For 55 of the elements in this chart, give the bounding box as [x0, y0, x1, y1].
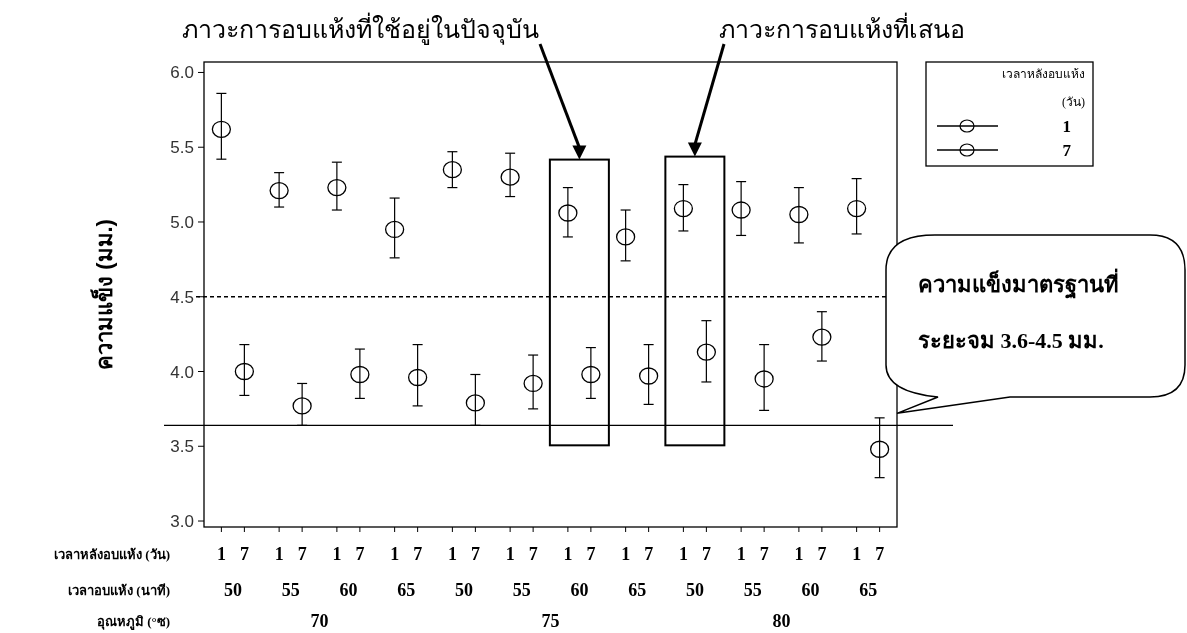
text: 1	[1062, 117, 1071, 136]
x-tick-label: 1	[505, 544, 515, 564]
x-tick-label: 7	[586, 544, 596, 564]
text: 50	[223, 580, 242, 600]
legend-title: เวลาหลังอบแห้ง (วัน)	[1002, 67, 1085, 109]
x-tick-label: 7	[701, 544, 711, 564]
text: อุณหภูมิ (°ซ)	[96, 614, 170, 630]
x-tick-label: 7	[239, 544, 249, 564]
text: 55	[743, 580, 762, 600]
x-tick-label: 1	[794, 544, 804, 564]
text: 55	[281, 580, 300, 600]
x-tick-label: 1	[216, 544, 226, 564]
x-tick-label: 1	[621, 544, 631, 564]
text: 80	[772, 611, 791, 631]
text: 65	[859, 580, 878, 600]
y-tick-label: 5.5	[170, 138, 194, 158]
x-tick-label: 7	[355, 544, 365, 564]
text: 60	[339, 580, 358, 600]
text: 60	[801, 580, 820, 600]
x-tick-label: 1	[274, 544, 284, 564]
text: 60	[570, 580, 589, 600]
text: ภาวะการอบแห้งที่เสนอ	[719, 12, 965, 43]
x-tick-label: 7	[413, 544, 423, 564]
text: 70	[310, 611, 329, 631]
y-tick-label: 4.0	[170, 362, 194, 382]
x-tick-label: 1	[447, 544, 457, 564]
x-tick-label: 1	[736, 544, 746, 564]
text: 50	[454, 580, 473, 600]
text: เวลาอบแห้ง (นาที)	[68, 583, 170, 598]
x-tick-label: 7	[817, 544, 827, 564]
x-tick-label: 1	[390, 544, 400, 564]
x-tick-label: 7	[875, 544, 885, 564]
y-tick-label: 5.0	[170, 212, 194, 232]
x-tick-label: 7	[528, 544, 538, 564]
x-axis-title: เวลาหลังอบแห้ง (วัน)	[54, 547, 170, 562]
text: 55	[512, 580, 531, 600]
x-tick-label: 1	[563, 544, 573, 564]
x-tick-label: 1	[852, 544, 862, 564]
y-tick-label: 3.5	[170, 437, 194, 457]
x-tick-label: 7	[470, 544, 480, 564]
x-tick-label: 7	[644, 544, 654, 564]
x-tick-label: 7	[759, 544, 769, 564]
y-tick-label: 4.5	[170, 287, 194, 307]
x-tick-label: 1	[678, 544, 688, 564]
text: 50	[685, 580, 704, 600]
text: 7	[1062, 141, 1072, 160]
y-tick-label: 6.0	[170, 63, 194, 83]
x-tick-label: 7	[297, 544, 307, 564]
y-axis-title: ความแข็ง (มม.)	[90, 219, 117, 370]
text: 65	[628, 580, 647, 600]
x-tick-label: 1	[332, 544, 342, 564]
y-tick-label: 3.0	[170, 512, 194, 532]
text: ภาวะการอบแห้งที่ใช้อยู่ในปัจจุบัน	[181, 12, 539, 45]
text: 65	[397, 580, 416, 600]
text: 75	[541, 611, 560, 631]
